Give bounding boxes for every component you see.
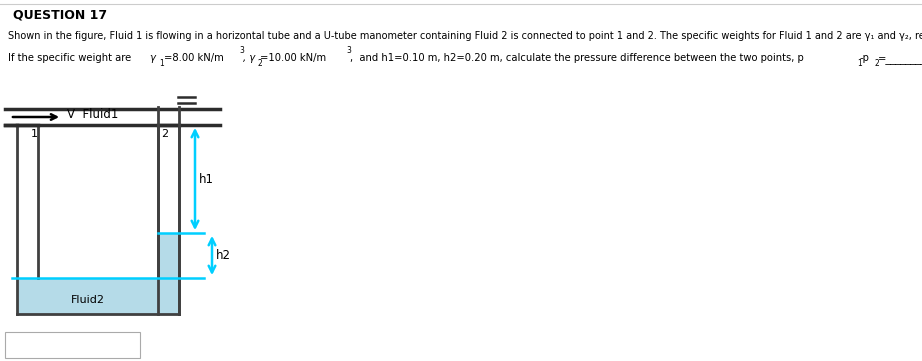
Text: 1: 1 — [30, 129, 38, 139]
Text: Fluid2: Fluid2 — [70, 295, 104, 305]
Text: 1: 1 — [160, 59, 164, 68]
Text: =10.00 kN/m: =10.00 kN/m — [261, 53, 326, 63]
Text: 3: 3 — [240, 46, 244, 55]
Text: h2: h2 — [216, 249, 231, 262]
Text: =8.00 kN/m: =8.00 kN/m — [163, 53, 223, 63]
Bar — [158, 233, 179, 278]
Text: -p: -p — [860, 53, 869, 63]
Text: ,  and h1=0.10 m, h2=0.20 m, calculate the pressure difference between the two p: , and h1=0.10 m, h2=0.20 m, calculate th… — [350, 53, 804, 63]
Text: If the specific weight are: If the specific weight are — [8, 53, 135, 63]
Bar — [17, 278, 179, 314]
Bar — [5, 332, 140, 358]
Text: , γ: , γ — [243, 53, 255, 63]
Text: h1: h1 — [199, 173, 214, 186]
Text: γ: γ — [149, 53, 155, 63]
Text: 3: 3 — [346, 46, 351, 55]
Text: QUESTION 17: QUESTION 17 — [13, 9, 107, 22]
Text: 1: 1 — [857, 59, 862, 68]
Text: V  Fluid1: V Fluid1 — [67, 108, 118, 121]
Text: 2: 2 — [161, 129, 169, 139]
Text: 2: 2 — [874, 59, 880, 68]
Text: =_________(kPa): =_________(kPa) — [878, 53, 922, 64]
Text: Shown in the figure, Fluid 1 is flowing in a horizontal tube and a U-tube manome: Shown in the figure, Fluid 1 is flowing … — [8, 31, 922, 41]
Text: 2: 2 — [257, 59, 262, 68]
